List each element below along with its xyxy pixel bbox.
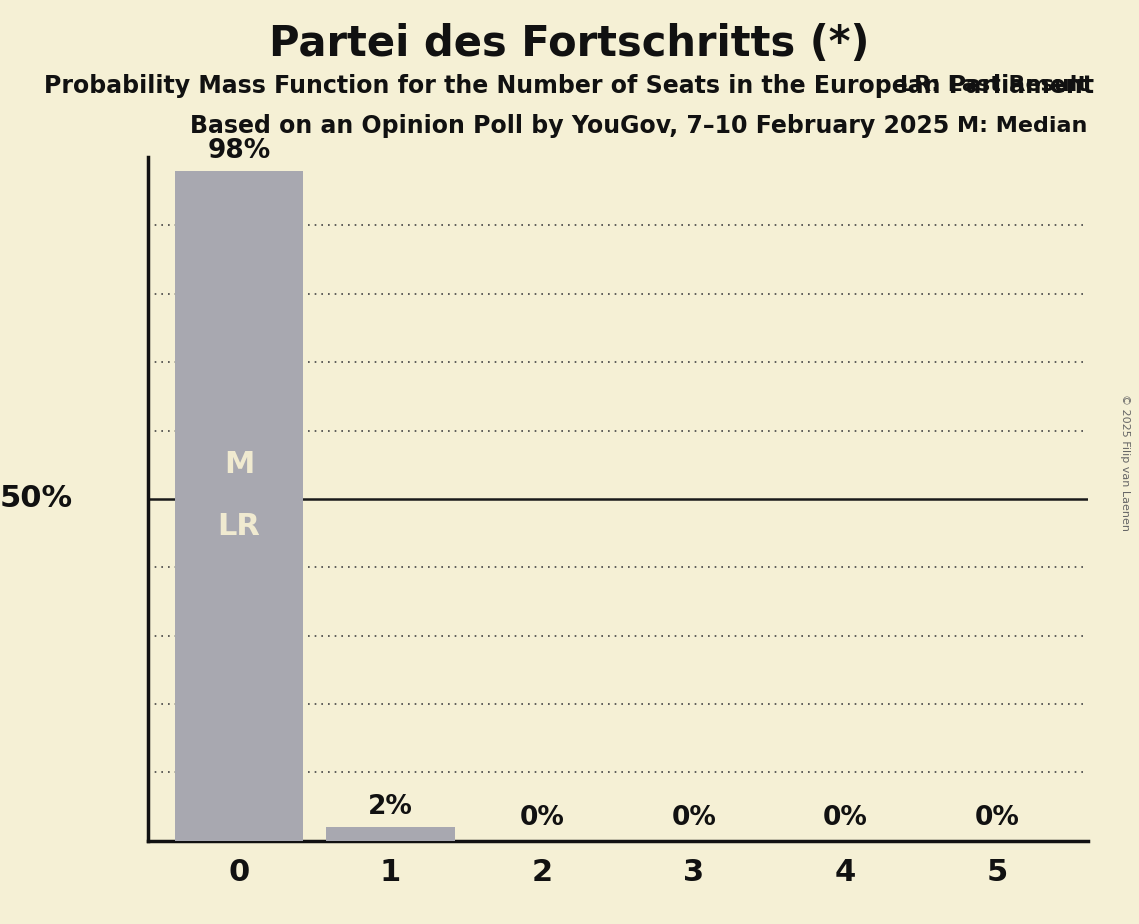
Text: 2%: 2% [368, 795, 413, 821]
Text: M: M [224, 450, 254, 480]
Text: Based on an Opinion Poll by YouGov, 7–10 February 2025: Based on an Opinion Poll by YouGov, 7–10… [190, 114, 949, 138]
Text: 0%: 0% [671, 805, 716, 831]
Text: 0%: 0% [822, 805, 868, 831]
Text: Partei des Fortschritts (*): Partei des Fortschritts (*) [269, 23, 870, 65]
Text: Probability Mass Function for the Number of Seats in the European Parliament: Probability Mass Function for the Number… [44, 74, 1095, 98]
Text: 0%: 0% [974, 805, 1019, 831]
Text: 50%: 50% [0, 484, 73, 514]
Text: LR: Last Result: LR: Last Result [900, 75, 1088, 95]
Bar [326, 827, 454, 841]
Bar [174, 171, 303, 841]
Text: 98%: 98% [207, 138, 271, 164]
Text: M: Median: M: Median [958, 116, 1088, 136]
Text: LR: LR [218, 512, 261, 541]
Text: 0%: 0% [519, 805, 565, 831]
Text: © 2025 Filip van Laenen: © 2025 Filip van Laenen [1121, 394, 1130, 530]
